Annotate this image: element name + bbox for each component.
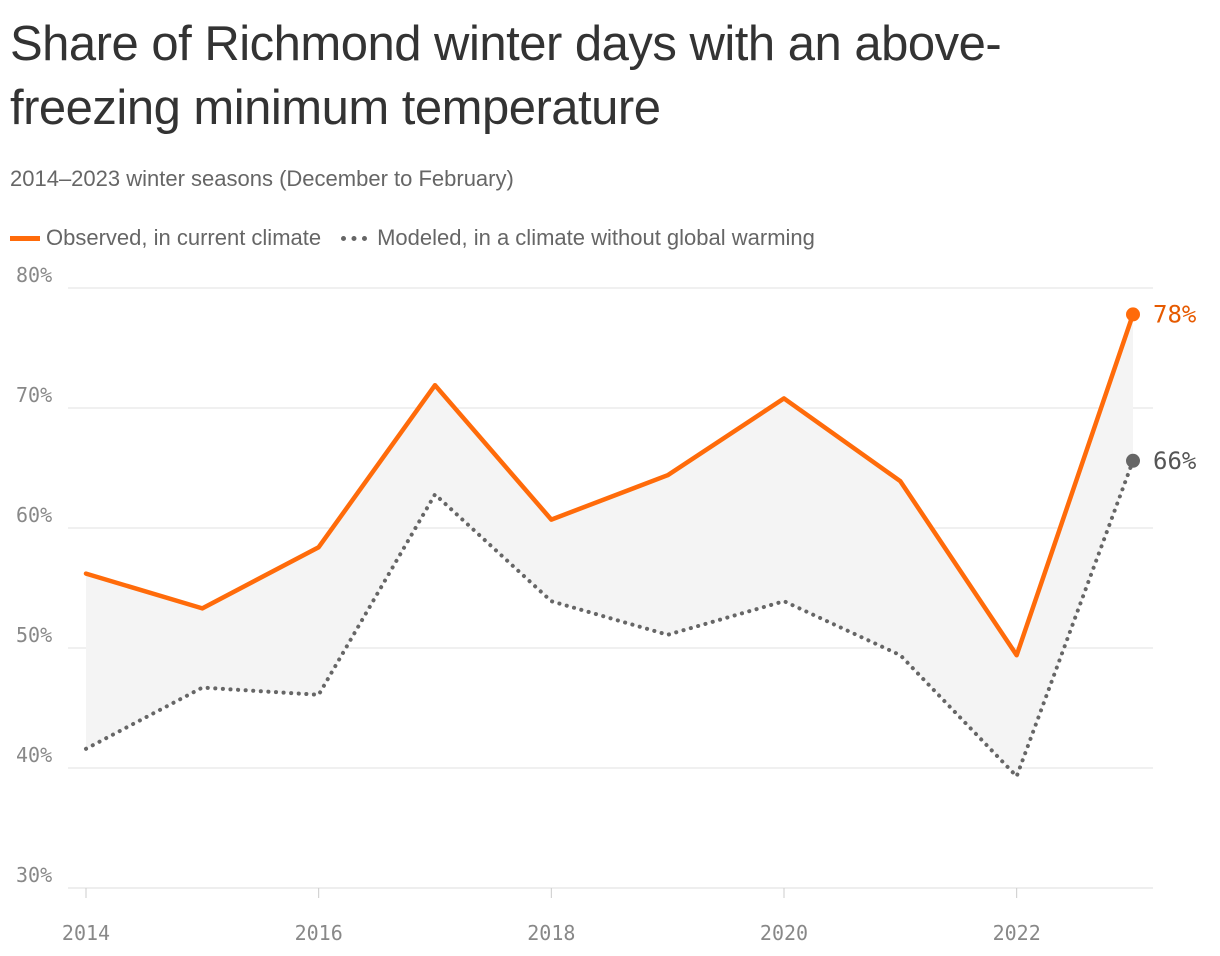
difference-band <box>86 314 1133 777</box>
chart-subtitle: 2014–2023 winter seasons (December to Fe… <box>10 166 514 191</box>
y-tick-label: 70% <box>16 383 52 407</box>
observed-end-point <box>1126 307 1140 322</box>
difference-band-area <box>86 314 1133 777</box>
modeled-series-line <box>84 458 1135 779</box>
chart-legend: Observed, in current climate Modeled, in… <box>10 224 835 252</box>
legend-item-modeled: Modeled, in a climate without global war… <box>341 225 815 251</box>
x-tick-label: 2020 <box>760 921 808 945</box>
data-points <box>1126 307 1140 468</box>
modeled-end-point <box>1126 453 1140 468</box>
modeled-end-label: 66% <box>1153 447 1197 475</box>
tick-labels: 30% 40% 50% 60% 70% 80% 2014 2016 2018 2020 2022 78… <box>16 263 1197 945</box>
series-lines <box>83 312 1136 779</box>
legend-label-modeled: Modeled, in a climate without global war… <box>377 225 815 250</box>
legend-item-observed: Observed, in current climate <box>10 225 321 251</box>
gridlines <box>68 287 1153 898</box>
legend-swatch-observed <box>10 235 40 241</box>
y-tick-label: 50% <box>16 623 52 647</box>
x-tick-label: 2018 <box>527 921 575 945</box>
legend-label-observed: Observed, in current climate <box>46 225 322 250</box>
x-tick-label: 2022 <box>993 921 1041 945</box>
y-tick-label: 80% <box>16 263 52 287</box>
y-tick-label: 40% <box>16 743 52 767</box>
x-tick-label: 2016 <box>295 921 343 945</box>
legend-swatch-modeled <box>341 235 368 241</box>
y-tick-label: 60% <box>16 503 52 527</box>
x-tick-label: 2014 <box>62 921 110 945</box>
chart-title: Share of Richmond winter days with an ab… <box>10 17 1002 135</box>
observed-series-line <box>83 312 1136 658</box>
observed-end-label: 78% <box>1153 300 1197 328</box>
y-tick-label: 30% <box>16 863 52 887</box>
